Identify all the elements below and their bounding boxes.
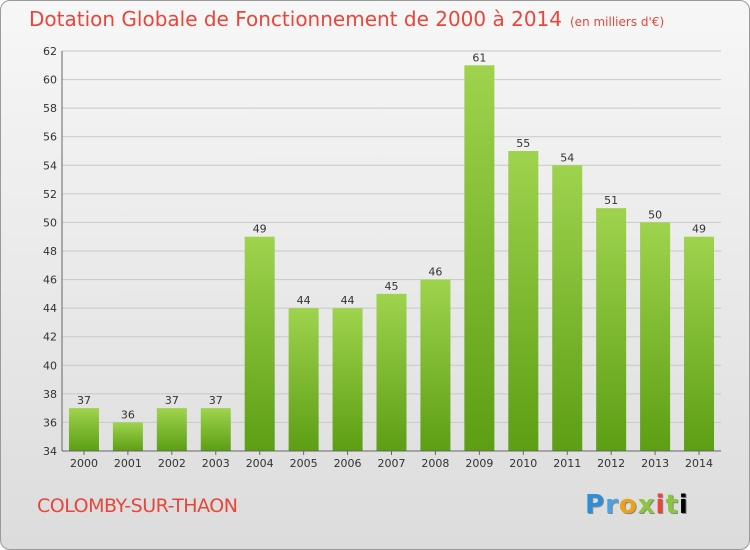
x-tick-label: 2003 [202, 457, 230, 470]
x-tick-label: 2009 [465, 457, 493, 470]
data-label: 37 [165, 394, 179, 407]
data-label: 55 [516, 137, 530, 150]
bar-2007 [376, 293, 407, 451]
bar-2004 [244, 236, 275, 451]
commune-name: COLOMBY-SUR-THAON [37, 495, 238, 517]
logo-letter: i [655, 490, 666, 520]
y-tick-label: 52 [43, 188, 57, 201]
bar-2011 [552, 165, 583, 452]
data-label: 37 [77, 394, 91, 407]
y-tick-label: 44 [43, 302, 57, 315]
x-tick-label: 2004 [246, 457, 274, 470]
chart-title: Dotation Globale de Fonctionnement de 20… [29, 7, 664, 31]
logo-letter: P [585, 490, 606, 520]
bar-2010 [508, 151, 539, 451]
y-tick-label: 60 [43, 74, 57, 87]
y-tick-label: 46 [43, 274, 57, 287]
y-tick-label: 56 [43, 131, 57, 144]
x-tick-label: 2007 [378, 457, 406, 470]
data-label: 50 [648, 208, 662, 221]
y-tick-label: 40 [43, 359, 57, 372]
data-label: 51 [604, 194, 618, 207]
x-tick-label: 2011 [553, 457, 581, 470]
bar-2014 [684, 236, 715, 451]
bar-2009 [464, 65, 495, 452]
y-tick-label: 62 [43, 45, 57, 58]
data-label: 54 [560, 151, 574, 164]
x-axis: 2000 2001 2002 2003 2004 2005 2006 2007 2008 2009… [62, 450, 721, 470]
data-label: 44 [341, 294, 355, 307]
bar-2008 [420, 279, 451, 451]
bars: 37 36 37 37 49 44 44 45 46 61 55 54 51 50 49 [68, 51, 715, 452]
x-tick-label: 2000 [70, 457, 98, 470]
bar-2012 [596, 208, 627, 451]
chart-subtitle: (en milliers d'€) [570, 15, 665, 29]
data-label: 46 [428, 266, 442, 279]
logo-letter: t [665, 490, 679, 520]
y-tick-label: 50 [43, 216, 57, 229]
y-axis: 34 36 38 40 42 44 46 48 50 52 54 56 58 60 62 [43, 45, 63, 458]
data-label: 49 [692, 223, 706, 236]
logo-letter: x [637, 490, 656, 520]
data-label: 49 [253, 223, 267, 236]
x-tick-label: 2014 [685, 457, 713, 470]
y-tick-label: 34 [43, 445, 57, 458]
data-label: 37 [209, 394, 223, 407]
bar-2002 [156, 408, 187, 451]
data-label: 61 [472, 51, 486, 64]
y-tick-label: 38 [43, 388, 57, 401]
x-tick-label: 2005 [290, 457, 318, 470]
bar-2003 [200, 408, 231, 451]
bar-2000 [68, 408, 99, 451]
title-text: Dotation Globale de Fonctionnement de 20… [29, 7, 562, 31]
x-tick-label: 2013 [641, 457, 669, 470]
logo-letter: r [605, 490, 619, 520]
y-tick-label: 54 [43, 159, 57, 172]
bar-2005 [288, 308, 319, 451]
bar-2013 [640, 222, 671, 451]
logo-letter: i [678, 490, 689, 520]
x-tick-label: 2002 [158, 457, 186, 470]
logo-letter: o [618, 490, 638, 520]
x-tick-label: 2006 [334, 457, 362, 470]
data-label: 45 [385, 280, 399, 293]
y-tick-label: 48 [43, 245, 57, 258]
proxiti-logo: Proxiti [585, 490, 689, 520]
data-label: 36 [121, 408, 135, 421]
x-tick-label: 2012 [597, 457, 625, 470]
y-tick-label: 36 [43, 416, 57, 429]
bar-2006 [332, 308, 363, 451]
data-label: 44 [297, 294, 311, 307]
bar-2001 [112, 422, 143, 451]
y-tick-label: 42 [43, 331, 57, 344]
x-tick-label: 2010 [509, 457, 537, 470]
x-tick-label: 2001 [114, 457, 142, 470]
x-tick-label: 2008 [421, 457, 449, 470]
y-tick-label: 58 [43, 102, 57, 115]
